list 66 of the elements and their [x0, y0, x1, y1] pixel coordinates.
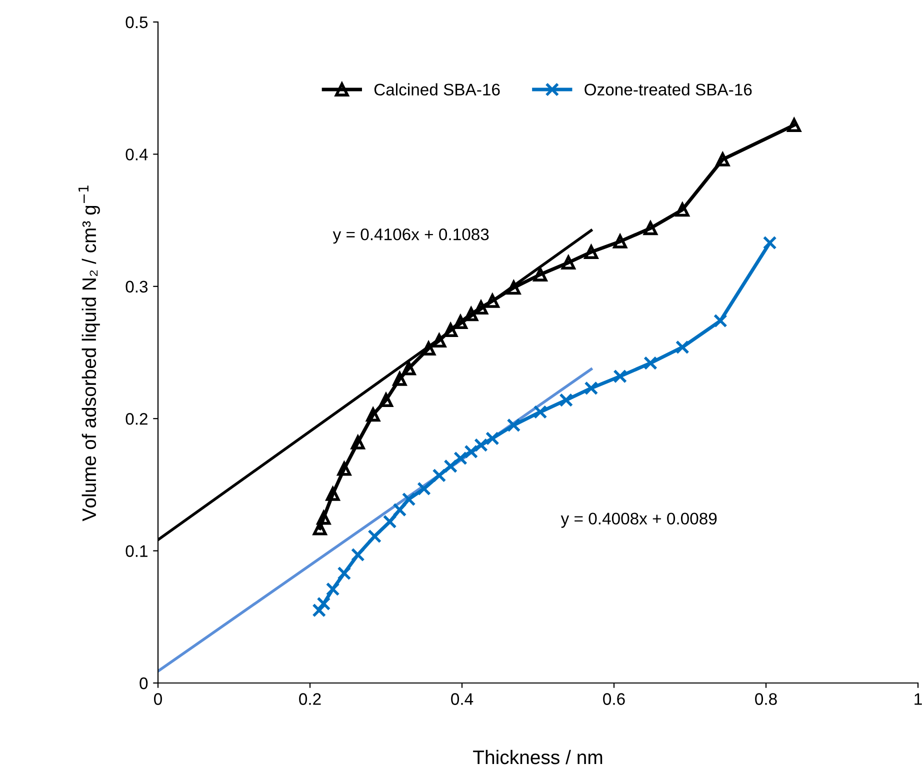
point [584, 381, 598, 396]
point [366, 408, 380, 422]
point [584, 245, 598, 259]
x-tick-label: 0.2 [299, 693, 321, 705]
x-tick-label: 0 [154, 693, 162, 705]
point [464, 307, 478, 322]
point [312, 603, 326, 618]
point [337, 566, 352, 580]
x-tick-label: 1 [914, 693, 922, 705]
point [559, 393, 574, 408]
point [417, 482, 431, 496]
point [644, 221, 658, 236]
y-axis-title: Volume of adsorbed liquid N₂ / cm³ g$^{−1}$ [78, 186, 100, 522]
point [326, 487, 340, 501]
point [350, 435, 365, 450]
point [762, 236, 777, 250]
point [485, 431, 500, 446]
point [454, 451, 468, 466]
point [533, 405, 548, 419]
point [382, 514, 397, 529]
legend-label: Calcined SBA-16 [374, 83, 500, 96]
y-tick-label: 0.4 [126, 148, 148, 160]
y-tick-label: 0.1 [126, 545, 148, 558]
annotation: y = 0.4106x + 0.1083 [332, 228, 489, 244]
x-tick-label: 0.4 [451, 693, 474, 705]
point [337, 462, 352, 476]
point [402, 361, 416, 376]
point [716, 152, 730, 166]
point [444, 459, 458, 474]
y-tick-label: 0.2 [126, 413, 148, 425]
x-tick-label: 0.8 [755, 693, 777, 705]
point [392, 372, 407, 386]
point [402, 492, 416, 506]
point [312, 521, 327, 536]
point [368, 529, 382, 544]
y-tick-label: 0.3 [126, 280, 148, 293]
point [350, 548, 365, 562]
point [474, 300, 488, 314]
point [644, 356, 658, 370]
y-tick-label: 0 [140, 677, 148, 690]
point [506, 280, 521, 295]
point [675, 202, 690, 217]
point [432, 468, 446, 482]
point [613, 234, 628, 248]
x-axis-title: Thickness / nm [473, 750, 602, 764]
point [316, 510, 331, 525]
point [787, 118, 802, 132]
point [561, 256, 576, 270]
point [444, 323, 458, 337]
point [392, 502, 407, 517]
point [533, 268, 548, 282]
point [432, 334, 446, 348]
point [474, 438, 488, 452]
annotation: y = 0.4008x + 0.0089 [560, 512, 717, 528]
point [506, 418, 521, 432]
point [713, 314, 728, 328]
y-tick-label: 0.5 [126, 16, 148, 28]
point [485, 294, 500, 308]
point [326, 582, 340, 596]
point [675, 340, 690, 354]
x-tick-label: 0.6 [603, 693, 625, 705]
point [454, 315, 468, 330]
point [613, 369, 628, 384]
point [464, 444, 478, 459]
legend-label: Ozone-treated SBA-16 [584, 83, 752, 96]
point [379, 393, 393, 408]
